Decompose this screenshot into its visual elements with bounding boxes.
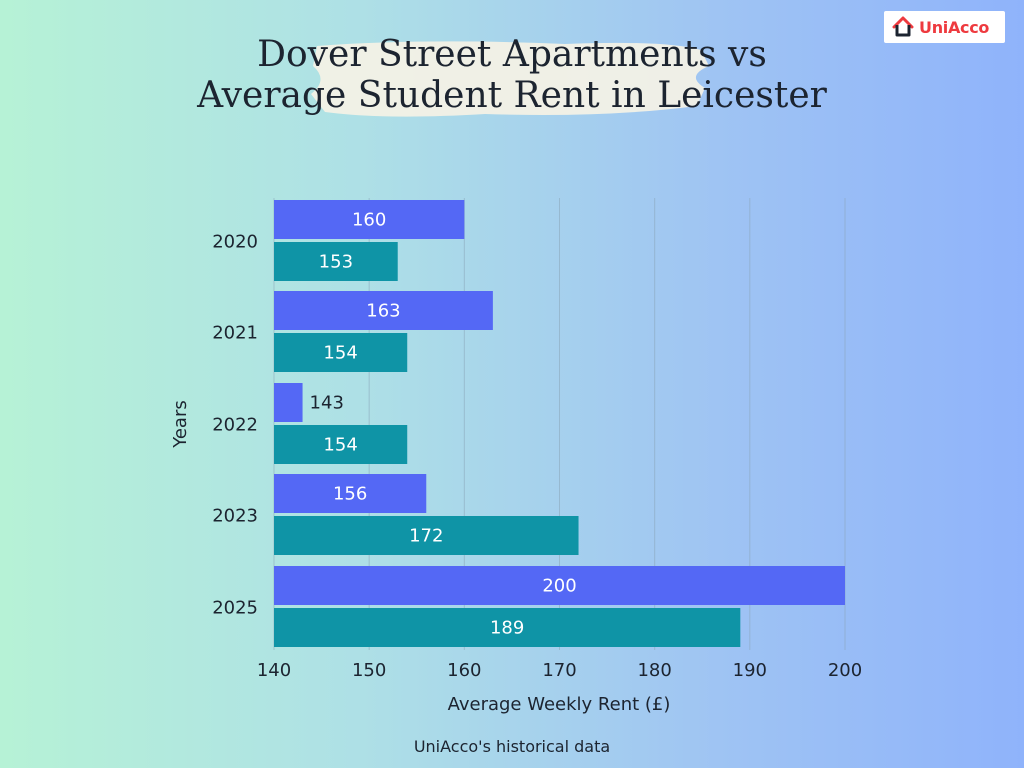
x-tick-label: 190 bbox=[733, 660, 767, 681]
chart-bar-labels: 160 153 163 154 143 154 156 172 200 189 bbox=[310, 210, 577, 639]
x-tick-label: 180 bbox=[637, 660, 671, 681]
bar bbox=[274, 242, 398, 281]
bar-value-label: 160 bbox=[352, 210, 386, 231]
bar-value-label: 163 bbox=[366, 301, 400, 322]
x-tick-label: 170 bbox=[542, 660, 576, 681]
x-tick-label: 160 bbox=[447, 660, 481, 681]
chart-title: Dover Street Apartments vs Average Stude… bbox=[100, 34, 924, 116]
source-note: UniAcco's historical data bbox=[413, 737, 611, 756]
house-icon bbox=[892, 16, 914, 37]
chart-title-line-1: Dover Street Apartments vs bbox=[257, 34, 767, 75]
bar-value-label: 153 bbox=[319, 252, 353, 273]
y-axis-title: Years bbox=[170, 400, 191, 449]
bar bbox=[274, 333, 408, 372]
chart-title-line-2: Average Student Rent in Leicester bbox=[197, 75, 827, 116]
uniacco-logo: UniAcco bbox=[884, 11, 1005, 43]
y-tick-label: 2021 bbox=[212, 323, 258, 344]
bar bbox=[274, 516, 579, 555]
x-tick-label: 140 bbox=[257, 660, 291, 681]
bar bbox=[274, 383, 303, 422]
bar bbox=[274, 566, 845, 605]
bar-value-label: 189 bbox=[490, 618, 524, 639]
bar-value-label: 154 bbox=[323, 435, 357, 456]
bar bbox=[274, 425, 408, 464]
bar-value-label: 200 bbox=[542, 576, 576, 597]
bar-value-label: 172 bbox=[409, 526, 443, 547]
x-axis-tick-labels: 140 150 160 170 180 190 200 bbox=[257, 660, 862, 681]
x-tick-label: 150 bbox=[352, 660, 386, 681]
bar bbox=[274, 200, 465, 239]
x-tick-label: 200 bbox=[828, 660, 862, 681]
y-tick-label: 2022 bbox=[212, 415, 258, 436]
y-tick-label: 2020 bbox=[212, 232, 258, 253]
bar-value-label: 156 bbox=[333, 484, 367, 505]
bar bbox=[274, 291, 493, 330]
logo-text: UniAcco bbox=[919, 17, 990, 37]
x-axis-title: Average Weekly Rent (£) bbox=[448, 694, 671, 715]
title-brush-highlight bbox=[311, 41, 709, 117]
y-tick-label: 2025 bbox=[212, 598, 258, 619]
chart-bars bbox=[274, 200, 845, 647]
bar-value-label: 154 bbox=[323, 343, 357, 364]
bar-value-label: 143 bbox=[310, 393, 344, 414]
bar bbox=[274, 608, 741, 647]
bar bbox=[274, 474, 427, 513]
y-tick-label: 2023 bbox=[212, 506, 258, 527]
y-axis-tick-labels: 2020 2021 2022 2023 2025 bbox=[212, 232, 258, 619]
